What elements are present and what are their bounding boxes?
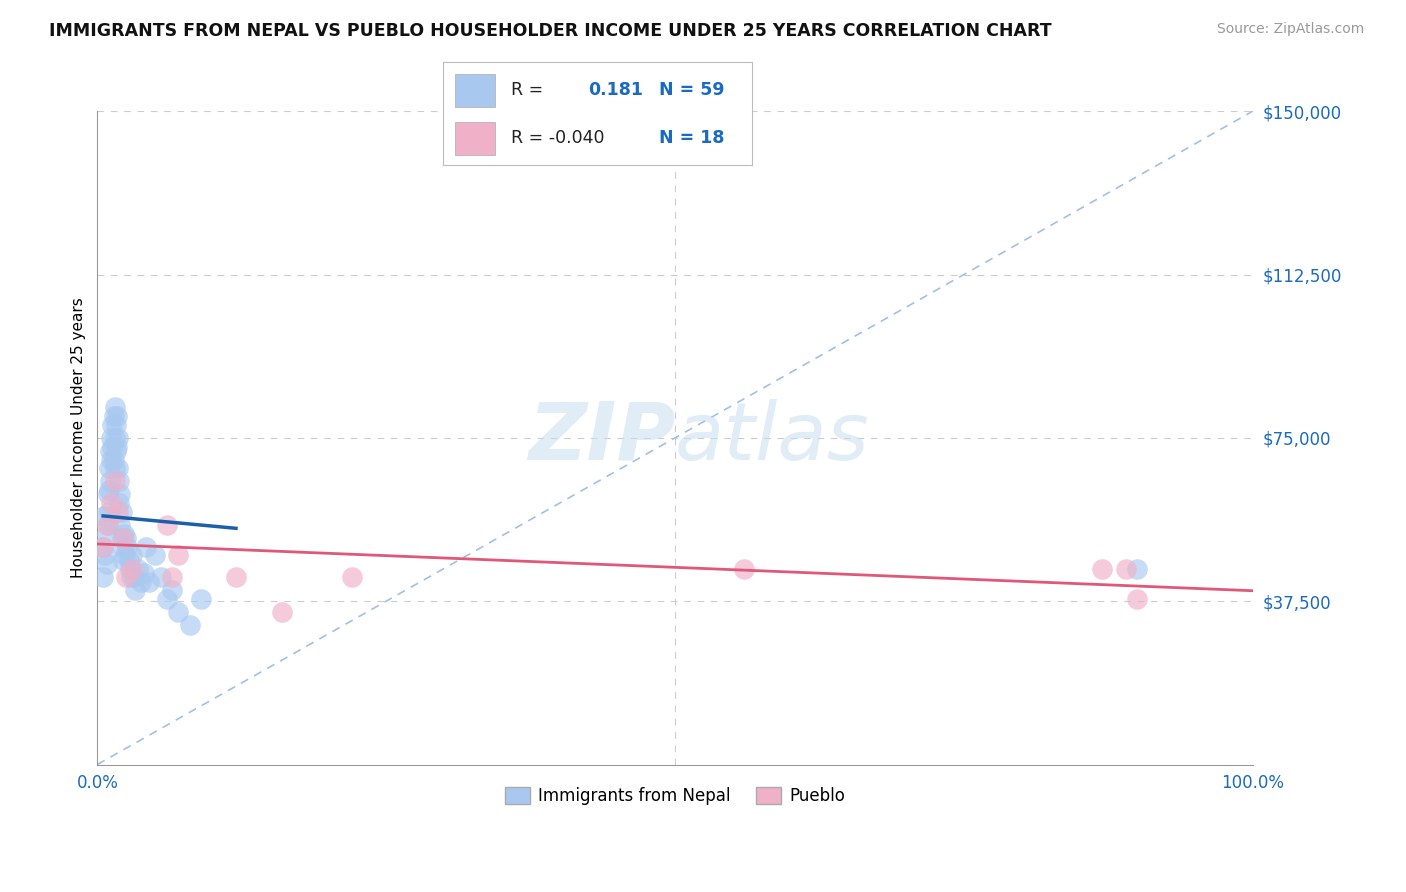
- Point: [1126, 592, 1149, 607]
- Point: [96, 526, 118, 541]
- Point: [101, 440, 124, 454]
- Point: [135, 540, 157, 554]
- Point: [98, 475, 121, 489]
- Point: [111, 553, 134, 567]
- Point: [100, 431, 122, 445]
- Point: [733, 561, 755, 575]
- Point: [162, 583, 184, 598]
- Y-axis label: Householder Income Under 25 years: Householder Income Under 25 years: [72, 297, 86, 578]
- Point: [104, 475, 127, 489]
- Point: [107, 505, 129, 519]
- Point: [91, 540, 114, 554]
- Point: [114, 549, 136, 563]
- Point: [1126, 561, 1149, 575]
- Point: [100, 496, 122, 510]
- Point: [94, 549, 117, 563]
- Point: [149, 570, 172, 584]
- Point: [108, 496, 131, 510]
- Point: [225, 570, 247, 584]
- Text: R = -0.040: R = -0.040: [510, 129, 605, 147]
- Point: [104, 431, 127, 445]
- Text: N = 59: N = 59: [659, 81, 725, 99]
- Point: [107, 431, 129, 445]
- Point: [103, 452, 125, 467]
- Point: [110, 505, 132, 519]
- Text: 0.181: 0.181: [588, 81, 644, 99]
- Point: [98, 444, 121, 458]
- Point: [118, 561, 141, 575]
- Point: [156, 592, 179, 607]
- Point: [117, 540, 139, 554]
- Point: [117, 553, 139, 567]
- Point: [91, 540, 114, 554]
- Point: [101, 417, 124, 432]
- Text: IMMIGRANTS FROM NEPAL VS PUEBLO HOUSEHOLDER INCOME UNDER 25 YEARS CORRELATION CH: IMMIGRANTS FROM NEPAL VS PUEBLO HOUSEHOL…: [49, 22, 1052, 40]
- Point: [190, 592, 212, 607]
- Point: [124, 583, 146, 598]
- Point: [138, 574, 160, 589]
- Point: [115, 570, 138, 584]
- Point: [107, 461, 129, 475]
- Text: ZIP: ZIP: [527, 399, 675, 477]
- Point: [115, 531, 138, 545]
- Point: [271, 605, 294, 619]
- Point: [121, 561, 143, 575]
- Text: Source: ZipAtlas.com: Source: ZipAtlas.com: [1216, 22, 1364, 37]
- Point: [103, 409, 125, 423]
- Legend: Immigrants from Nepal, Pueblo: Immigrants from Nepal, Pueblo: [498, 780, 852, 812]
- Point: [91, 570, 114, 584]
- Point: [111, 540, 134, 554]
- Point: [127, 561, 149, 575]
- Point: [97, 505, 120, 519]
- Point: [143, 549, 166, 563]
- Point: [1115, 561, 1137, 575]
- Point: [340, 570, 363, 584]
- Text: atlas: atlas: [675, 399, 870, 477]
- Point: [167, 605, 190, 619]
- Point: [96, 557, 118, 571]
- Point: [97, 461, 120, 475]
- Point: [1091, 561, 1114, 575]
- Point: [112, 526, 135, 541]
- Point: [100, 452, 122, 467]
- Point: [179, 618, 201, 632]
- Point: [110, 531, 132, 545]
- Point: [110, 487, 132, 501]
- Point: [110, 518, 132, 533]
- Text: N = 18: N = 18: [659, 129, 725, 147]
- Point: [111, 531, 134, 545]
- Point: [105, 440, 128, 454]
- Point: [121, 549, 143, 563]
- Point: [97, 518, 120, 533]
- Point: [104, 417, 127, 432]
- Point: [108, 475, 131, 489]
- Point: [105, 409, 128, 423]
- Bar: [456, 74, 495, 106]
- Point: [167, 549, 190, 563]
- Point: [104, 401, 127, 415]
- Point: [129, 574, 152, 589]
- Point: [96, 518, 118, 533]
- Point: [97, 487, 120, 501]
- Point: [132, 566, 155, 580]
- Point: [156, 518, 179, 533]
- Point: [97, 483, 120, 497]
- Point: [162, 570, 184, 584]
- Text: R =: R =: [510, 81, 543, 99]
- Point: [104, 461, 127, 475]
- Point: [120, 570, 142, 584]
- Point: [124, 570, 146, 584]
- Bar: [456, 122, 495, 155]
- Point: [104, 444, 127, 458]
- Point: [93, 509, 115, 524]
